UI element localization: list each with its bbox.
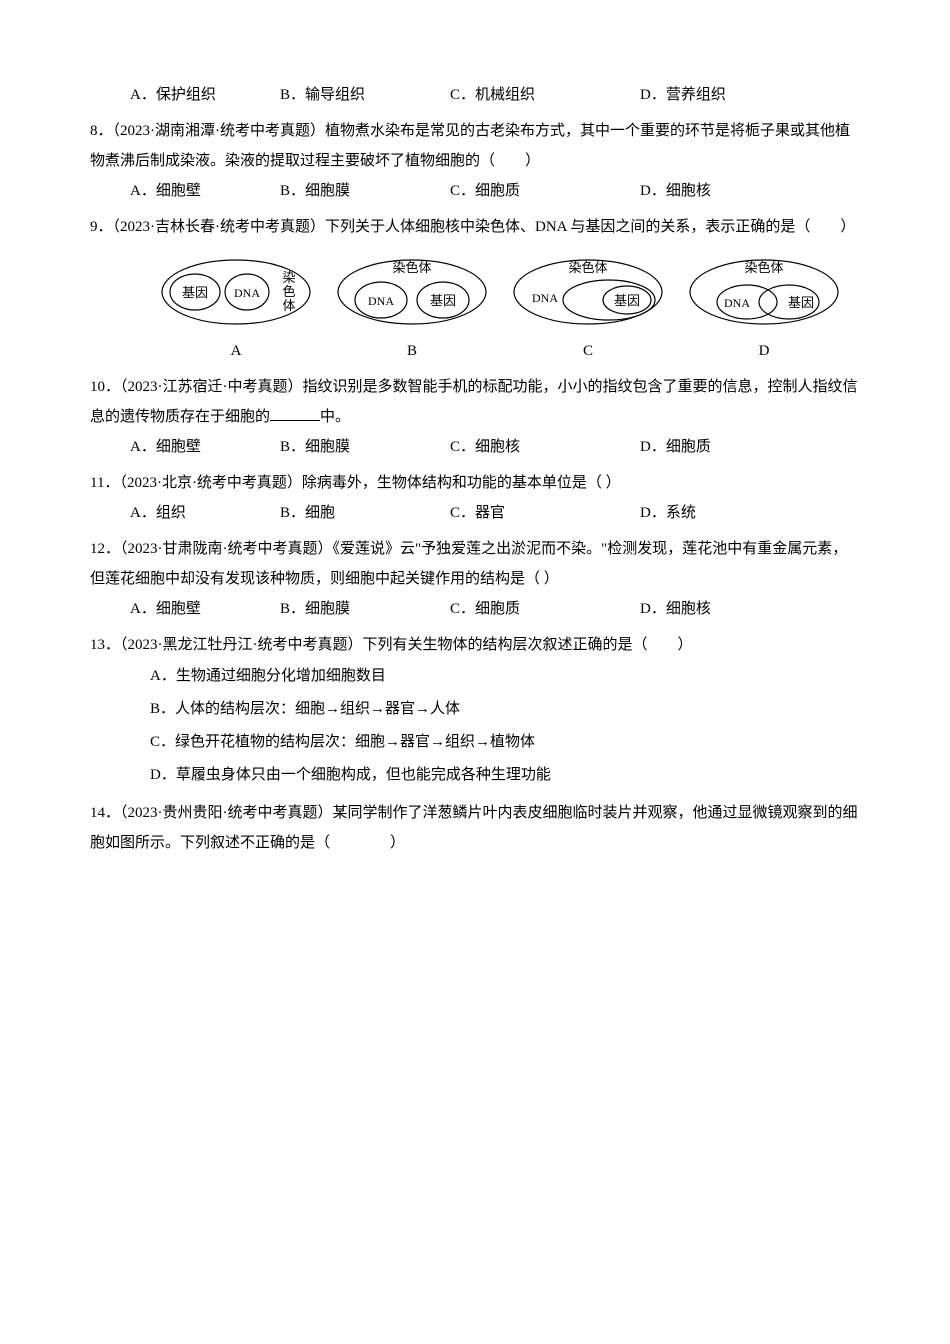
q9-label-d: D <box>685 336 843 366</box>
svg-text:基因: 基因 <box>788 295 814 310</box>
q13: 13．（2023·黑龙江牡丹江·统考中考真题）下列有关生物体的结构层次叙述正确的… <box>90 630 860 792</box>
q11-opt-b: B．细胞 <box>280 498 450 528</box>
svg-text:染: 染 <box>282 270 295 285</box>
svg-text:DNA: DNA <box>368 294 394 308</box>
q11: 11．（2023·北京·统考中考真题）除病毒外，生物体结构和功能的基本单位是（ … <box>90 468 860 528</box>
q10-opt-b: B．细胞膜 <box>280 432 450 462</box>
svg-text:基因: 基因 <box>182 285 208 300</box>
q11-options: A．组织 B．细胞 C．器官 D．系统 <box>90 498 860 528</box>
q7-opt-a: A．保护组织 <box>130 80 280 110</box>
q7-options: A．保护组织 B．输导组织 C．机械组织 D．营养组织 <box>90 80 860 110</box>
svg-text:色: 色 <box>282 284 295 299</box>
q9-label-b: B <box>333 336 491 366</box>
q9-stem: 9．（2023·吉林长春·统考中考真题）下列关于人体细胞核中染色体、DNA 与基… <box>90 212 860 242</box>
q8-opt-d: D．细胞核 <box>640 176 800 206</box>
q14: 14．（2023·贵州贵阳·统考中考真题）某同学制作了洋葱鳞片叶内表皮细胞临时装… <box>90 798 860 858</box>
q13-opt-d: D．草履虫身体只由一个细胞构成，但也能完成各种生理功能 <box>150 759 860 792</box>
q12-opt-a: A．细胞壁 <box>130 594 280 624</box>
q13-opt-b: B．人体的结构层次：细胞→组织→器官→人体 <box>150 693 860 726</box>
q8-opt-b: B．细胞膜 <box>280 176 450 206</box>
svg-text:染色体: 染色体 <box>392 260 431 275</box>
q7-opt-d: D．营养组织 <box>640 80 800 110</box>
q12-opt-b: B．细胞膜 <box>280 594 450 624</box>
q8-stem: 8．（2023·湖南湘潭·统考中考真题）植物煮水染布是常见的古老染布方式，其中一… <box>90 116 860 176</box>
q7-opt-c: C．机械组织 <box>450 80 640 110</box>
svg-text:体: 体 <box>282 298 295 313</box>
q14-stem: 14．（2023·贵州贵阳·统考中考真题）某同学制作了洋葱鳞片叶内表皮细胞临时装… <box>90 798 860 858</box>
q8-opt-a: A．细胞壁 <box>130 176 280 206</box>
svg-text:染色体: 染色体 <box>744 260 783 275</box>
q13-stem: 13．（2023·黑龙江牡丹江·统考中考真题）下列有关生物体的结构层次叙述正确的… <box>90 630 860 660</box>
q8-options: A．细胞壁 B．细胞膜 C．细胞质 D．细胞核 <box>90 176 860 206</box>
q8-opt-c: C．细胞质 <box>450 176 640 206</box>
q9-diagram-a: 基因 DNA 染 色 体 <box>157 252 315 332</box>
svg-text:基因: 基因 <box>614 293 640 308</box>
q9-diagram-d: 染色体 DNA 基因 <box>685 252 843 332</box>
q13-options: A．生物通过细胞分化增加细胞数目 B．人体的结构层次：细胞→组织→器官→人体 C… <box>90 660 860 792</box>
q9-label-c: C <box>509 336 667 366</box>
q10-blank <box>270 405 320 421</box>
q9: 9．（2023·吉林长春·统考中考真题）下列关于人体细胞核中染色体、DNA 与基… <box>90 212 860 366</box>
q11-opt-a: A．组织 <box>130 498 280 528</box>
q9-diagrams: 基因 DNA 染 色 体 染色体 DNA 基因 染色体 DNA 基因 <box>90 252 860 332</box>
q11-opt-d: D．系统 <box>640 498 800 528</box>
q10-opt-a: A．细胞壁 <box>130 432 280 462</box>
q8: 8．（2023·湖南湘潭·统考中考真题）植物煮水染布是常见的古老染布方式，其中一… <box>90 116 860 206</box>
svg-text:DNA: DNA <box>724 296 750 310</box>
q12-opt-d: D．细胞核 <box>640 594 800 624</box>
q13-opt-a: A．生物通过细胞分化增加细胞数目 <box>150 660 860 693</box>
svg-text:基因: 基因 <box>430 293 456 308</box>
q13-opt-c: C．绿色开花植物的结构层次：细胞→器官→组织→植物体 <box>150 726 860 759</box>
q11-stem: 11．（2023·北京·统考中考真题）除病毒外，生物体结构和功能的基本单位是（ … <box>90 468 860 498</box>
q12: 12．（2023·甘肃陇南·统考中考真题）《爱莲说》云"予独爱莲之出淤泥而不染。… <box>90 534 860 624</box>
svg-text:染色体: 染色体 <box>568 260 607 275</box>
q9-diagram-c: 染色体 DNA 基因 <box>509 252 667 332</box>
q10-stem-pre: 10．（2023·江苏宿迁·中考真题）指纹识别是多数智能手机的标配功能，小小的指… <box>90 379 858 425</box>
q10-stem-post: 中。 <box>320 409 350 425</box>
q11-opt-c: C．器官 <box>450 498 640 528</box>
svg-text:DNA: DNA <box>532 291 558 305</box>
q10: 10．（2023·江苏宿迁·中考真题）指纹识别是多数智能手机的标配功能，小小的指… <box>90 372 860 462</box>
q9-diagram-b: 染色体 DNA 基因 <box>333 252 491 332</box>
q10-opt-d: D．细胞质 <box>640 432 800 462</box>
q9-label-a: A <box>157 336 315 366</box>
q10-opt-c: C．细胞核 <box>450 432 640 462</box>
q9-diagram-labels: A B C D <box>90 336 860 366</box>
q10-options: A．细胞壁 B．细胞膜 C．细胞核 D．细胞质 <box>90 432 860 462</box>
q12-options: A．细胞壁 B．细胞膜 C．细胞质 D．细胞核 <box>90 594 860 624</box>
q10-stem: 10．（2023·江苏宿迁·中考真题）指纹识别是多数智能手机的标配功能，小小的指… <box>90 372 860 432</box>
q7-opt-b: B．输导组织 <box>280 80 450 110</box>
q12-opt-c: C．细胞质 <box>450 594 640 624</box>
q12-stem: 12．（2023·甘肃陇南·统考中考真题）《爱莲说》云"予独爱莲之出淤泥而不染。… <box>90 534 860 594</box>
svg-text:DNA: DNA <box>234 286 260 300</box>
